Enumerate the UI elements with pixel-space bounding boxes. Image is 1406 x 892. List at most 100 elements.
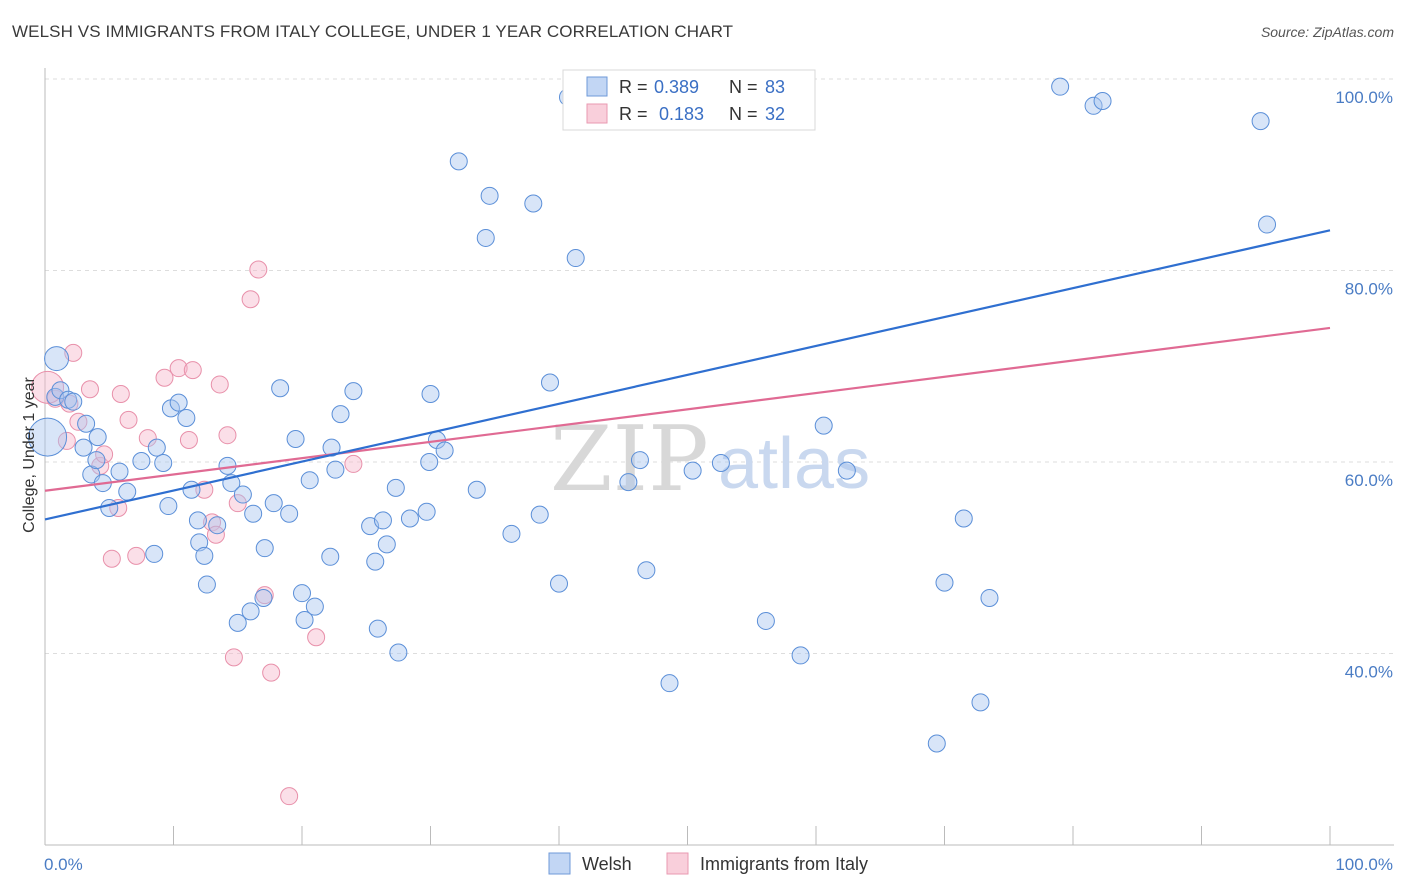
italy-point — [155, 368, 174, 387]
tick-labels: 40.0% 60.0% 80.0% 100.0% 0.0% 100.0% — [44, 88, 1393, 874]
legend-bottom-italy-label: Immigrants from Italy — [700, 854, 868, 874]
legend-welsh-swatch — [586, 76, 608, 97]
welsh-point — [147, 438, 166, 457]
italy-point — [138, 429, 157, 448]
welsh-point — [814, 416, 833, 435]
y-tick-label: 100.0% — [1335, 88, 1393, 107]
x-tick-label: 100.0% — [1335, 855, 1393, 874]
welsh-point — [74, 438, 93, 457]
welsh-point — [197, 575, 216, 594]
italy-point — [218, 426, 237, 445]
legend-welsh-n-value: 83 — [765, 77, 785, 97]
welsh-point — [190, 533, 209, 552]
welsh-point — [255, 539, 274, 558]
welsh-point — [837, 461, 856, 480]
legend-top: R = 0.389 N = 83 R = 0.183 N = 32 — [562, 69, 816, 131]
italy-point — [69, 412, 88, 431]
welsh-point — [541, 373, 560, 392]
legend-welsh-n-label: N = — [729, 77, 758, 97]
welsh-point — [373, 511, 392, 530]
welsh-point — [331, 405, 350, 424]
welsh-point — [1251, 112, 1270, 131]
welsh-point — [100, 498, 119, 517]
welsh-point — [254, 588, 273, 607]
welsh-point — [1258, 215, 1277, 234]
welsh-point — [386, 478, 405, 497]
italy-point — [262, 663, 281, 682]
axes — [44, 68, 1394, 846]
italy-point — [344, 454, 363, 473]
italy-point — [224, 648, 243, 667]
welsh-point — [1084, 96, 1103, 115]
welsh-point — [322, 438, 341, 457]
welsh-trend-line — [44, 229, 1331, 521]
legend-italy-r-label: R = — [619, 104, 648, 124]
welsh-point — [228, 613, 247, 632]
italy-point — [183, 361, 202, 380]
y-axis-title: College, Under 1 year — [21, 377, 38, 533]
italy-point — [210, 375, 229, 394]
welsh-point — [188, 511, 207, 530]
welsh-point — [971, 693, 990, 712]
legend-bottom: Welsh Immigrants from Italy — [548, 852, 868, 875]
welsh-point — [756, 611, 775, 630]
welsh-point — [791, 646, 810, 665]
welsh-point — [927, 734, 946, 753]
welsh-point — [271, 379, 290, 398]
welsh-point — [400, 509, 419, 528]
source-label: Source: ZipAtlas.com — [1260, 24, 1394, 40]
welsh-point — [77, 414, 96, 433]
italy-point — [102, 549, 121, 568]
welsh-point — [368, 619, 387, 638]
y-tick-label: 40.0% — [1345, 663, 1393, 682]
italy-point — [127, 546, 146, 565]
welsh-point — [326, 460, 345, 479]
y-tick-label: 80.0% — [1345, 280, 1393, 299]
welsh-point — [344, 382, 363, 401]
legend-italy-swatch — [586, 103, 608, 124]
legend-welsh-r-label: R = — [619, 77, 648, 97]
welsh-point — [954, 509, 973, 528]
welsh-point — [630, 451, 649, 470]
legend-italy-n-label: N = — [729, 104, 758, 124]
italy-point — [80, 380, 99, 399]
italy-point — [206, 525, 225, 544]
grid-lines — [45, 78, 1394, 654]
welsh-point — [293, 584, 311, 603]
welsh-point — [118, 482, 137, 501]
welsh-point — [145, 544, 164, 563]
italy-point — [57, 431, 76, 450]
welsh-point — [208, 516, 227, 535]
italy-point — [119, 410, 138, 429]
x-tick-label: 0.0% — [44, 855, 83, 874]
welsh-point — [286, 430, 305, 449]
welsh-point — [530, 505, 549, 524]
legend-welsh-r-value: 0.389 — [654, 77, 699, 97]
welsh-point — [619, 473, 638, 492]
welsh-point — [177, 408, 196, 427]
welsh-point — [241, 602, 260, 621]
welsh-point — [233, 485, 252, 504]
welsh-point — [449, 152, 468, 171]
italy-point — [307, 628, 326, 647]
legend-bottom-welsh-label: Welsh — [582, 854, 632, 874]
legend-bottom-welsh-swatch — [548, 852, 571, 875]
italy-point — [255, 586, 274, 605]
welsh-point — [467, 480, 486, 499]
legend-italy-r-value: 0.183 — [659, 104, 704, 124]
welsh-point — [711, 453, 730, 472]
welsh-point — [935, 573, 954, 592]
chart-title: WELSH VS IMMIGRANTS FROM ITALY COLLEGE, … — [12, 22, 734, 41]
welsh-point — [566, 249, 585, 268]
welsh-point — [195, 546, 214, 565]
welsh-point — [182, 480, 201, 499]
italy-point — [169, 359, 188, 378]
welsh-point — [280, 504, 299, 523]
welsh-point-large — [28, 417, 68, 457]
welsh-point — [660, 674, 679, 693]
welsh-point — [64, 392, 83, 411]
welsh-point — [550, 574, 568, 593]
welsh-point — [305, 597, 324, 616]
welsh-point — [683, 461, 702, 480]
welsh-point — [244, 504, 263, 523]
